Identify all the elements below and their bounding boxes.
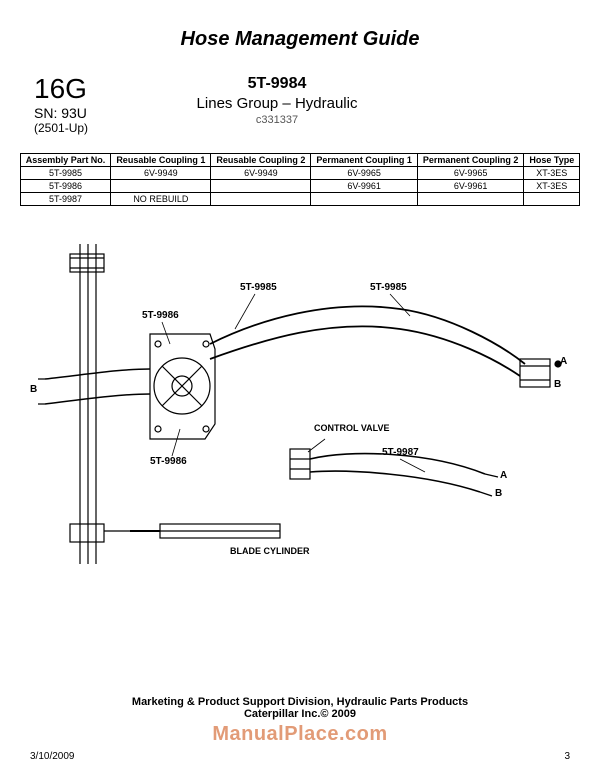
col-permanent-2: Permanent Coupling 2 <box>417 154 524 167</box>
page-title: Hose Management Guide <box>30 28 570 51</box>
parts-table: Assembly Part No. Reusable Coupling 1 Re… <box>20 153 580 206</box>
label-blade-cylinder: BLADE CYLINDER <box>230 546 310 556</box>
col-reusable-2: Reusable Coupling 2 <box>211 154 311 167</box>
header-row: 16G SN: 93U (2501-Up) 5T-9984 Lines Grou… <box>30 75 570 135</box>
hydraulic-diagram: 5T-9985 5T-9985 5T-9986 5T-9986 5T-9987 … <box>30 224 570 584</box>
diagram-svg <box>30 224 570 584</box>
col-hose-type: Hose Type <box>524 154 580 167</box>
part-number: 5T-9984 <box>28 75 526 93</box>
label-b-left: B <box>30 384 37 395</box>
table-row: 5T-9987 NO REBUILD <box>20 193 579 206</box>
watermark: ManualPlace.com <box>0 723 600 746</box>
ref-code: c331337 <box>28 114 526 126</box>
part-block: 5T-9984 Lines Group – Hydraulic c331337 <box>28 75 526 126</box>
label-5t-9987: 5T-9987 <box>382 447 419 458</box>
label-5t-9986-b: 5T-9986 <box>150 456 187 467</box>
group-name: Lines Group – Hydraulic <box>28 95 526 112</box>
label-5t-9986-a: 5T-9986 <box>142 310 179 321</box>
table-row: 5T-9985 6V-9949 6V-9949 6V-9965 6V-9965 … <box>20 167 579 180</box>
table-row: 5T-9986 6V-9961 6V-9961 XT-3ES <box>20 180 579 193</box>
label-a-right: A <box>560 356 567 367</box>
col-assembly: Assembly Part No. <box>20 154 111 167</box>
label-b-lower: B <box>495 488 502 499</box>
page-number: 3 <box>564 751 570 762</box>
print-date: 3/10/2009 <box>30 751 75 762</box>
label-b-right: B <box>554 379 561 390</box>
label-a-lower: A <box>500 470 507 481</box>
footer: Marketing & Product Support Division, Hy… <box>0 696 600 720</box>
label-control-valve: CONTROL VALVE <box>314 424 390 433</box>
footer-line-1: Marketing & Product Support Division, Hy… <box>0 696 600 708</box>
footer-line-2: Caterpillar Inc.© 2009 <box>0 708 600 720</box>
label-5t-9985-a: 5T-9985 <box>240 282 277 293</box>
label-5t-9985-b: 5T-9985 <box>370 282 407 293</box>
col-reusable-1: Reusable Coupling 1 <box>111 154 211 167</box>
table-header-row: Assembly Part No. Reusable Coupling 1 Re… <box>20 154 579 167</box>
col-permanent-1: Permanent Coupling 1 <box>311 154 418 167</box>
